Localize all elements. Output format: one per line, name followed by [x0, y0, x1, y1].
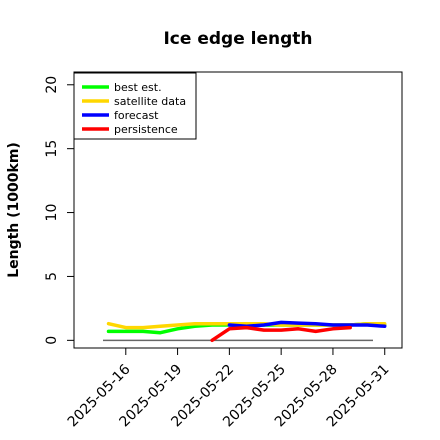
chart-title: Ice edge length — [163, 29, 312, 49]
legend-label-satellite-data: satellite data — [114, 95, 186, 108]
y-tick-label: 20 — [44, 76, 60, 94]
legend-label-best-est: best est. — [114, 81, 162, 94]
plot-frame — [73, 71, 403, 349]
y-tick-label: 0 — [44, 336, 60, 345]
legend: best est.satellite dataforecastpersisten… — [73, 72, 197, 140]
legend-label-forecast: forecast — [114, 109, 159, 122]
y-tick-label: 5 — [44, 272, 60, 281]
series-line-persistence — [210, 325, 352, 343]
y-tick-label: 10 — [44, 204, 60, 222]
series-line-forecast — [227, 320, 387, 329]
y-tick-label: 15 — [44, 140, 60, 158]
legend-label-persistence: persistence — [114, 123, 178, 136]
series-layer — [106, 320, 387, 343]
y-axis-label: Length (1000km) — [6, 142, 22, 278]
y-axis: 0 5 10 15 20 — [44, 76, 74, 345]
